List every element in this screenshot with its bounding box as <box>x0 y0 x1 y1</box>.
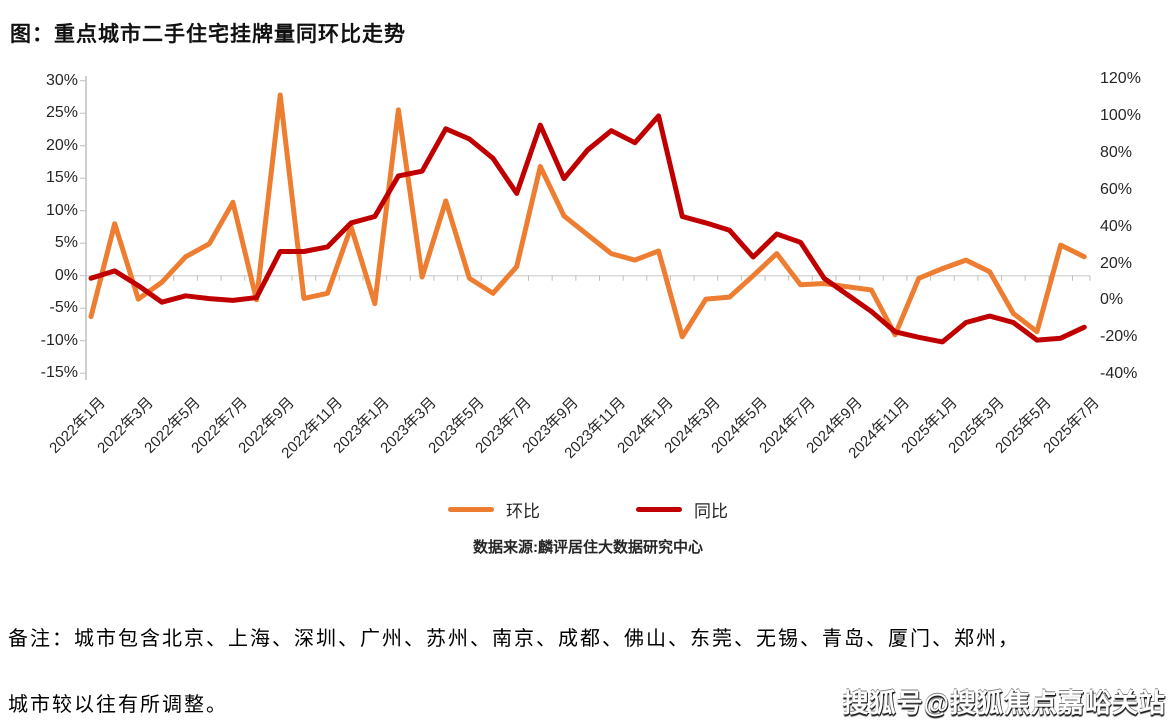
y-axis-label-left: -15% <box>40 364 78 382</box>
footnote: 备注：城市包含北京、上海、深圳、广州、苏州、南京、成都、佛山、东莞、无锡、青岛、… <box>8 622 1068 721</box>
y-axis-label-left: 15% <box>45 169 78 187</box>
legend-label: 环比 <box>506 502 540 521</box>
mom-series-line <box>88 92 1087 340</box>
yoy-series-line <box>88 113 1087 345</box>
y-axis-label-right: 20% <box>1100 254 1133 272</box>
chart-title: 图：重点城市二手住宅挂牌量同环比走势 <box>10 23 406 46</box>
watermark-text: 搜狐号@搜狐焦点嘉峪关站 <box>842 688 1166 718</box>
data-source-caption: 数据来源:麟评居住大数据研究中心 <box>473 539 703 556</box>
y-axis-label-right: 120% <box>1100 70 1141 87</box>
legend-item-同比: 同比 <box>636 497 728 522</box>
y-axis-label-left: 25% <box>45 104 78 122</box>
footnote-line-2: 城市较以往有所调整。 <box>8 692 228 716</box>
legend-label: 同比 <box>694 502 728 521</box>
y-axis-label-left: 10% <box>45 201 78 219</box>
legend-item-环比: 环比 <box>448 497 540 522</box>
footnote-line-1: 备注：城市包含北京、上海、深圳、广州、苏州、南京、成都、佛山、东莞、无锡、青岛、… <box>8 626 1020 650</box>
y-axis-label-left: 20% <box>45 136 78 154</box>
chart-legend: 环比 同比 <box>86 497 1090 522</box>
y-axis-label-right: 0% <box>1100 291 1124 309</box>
y-axis-label-left: -10% <box>40 331 78 349</box>
y-axis-label-right: 100% <box>1100 106 1141 124</box>
legend-line-swatch <box>448 507 494 512</box>
y-axis-label-right: 40% <box>1100 217 1133 235</box>
y-axis-label-right: -40% <box>1100 365 1138 383</box>
y-axis-label-right: -20% <box>1100 328 1138 346</box>
y-axis-label-right: 60% <box>1100 180 1133 198</box>
y-axis-label-left: 30% <box>45 71 78 89</box>
y-axis-label-left: 5% <box>54 234 78 252</box>
y-axis-label-left: 0% <box>54 266 78 284</box>
legend-line-swatch <box>636 507 682 512</box>
y-axis-label-left: -5% <box>49 299 78 317</box>
y-axis-label-right: 80% <box>1100 143 1133 161</box>
